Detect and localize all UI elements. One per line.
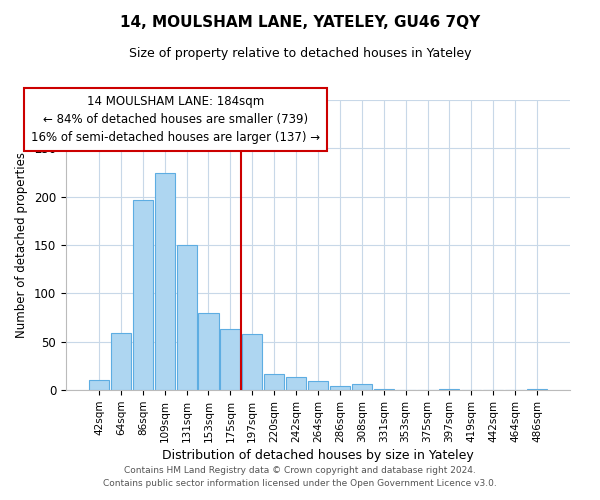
Bar	[199, 312, 218, 390]
Bar	[155, 174, 175, 390]
Text: Contains HM Land Registry data © Crown copyright and database right 2024.
Contai: Contains HM Land Registry data © Crown c…	[103, 466, 497, 487]
Bar	[89, 380, 109, 390]
Bar	[439, 389, 460, 390]
Y-axis label: Number of detached properties: Number of detached properties	[16, 152, 28, 338]
X-axis label: Distribution of detached houses by size in Yateley: Distribution of detached houses by size …	[162, 449, 474, 462]
Bar	[264, 374, 284, 390]
Bar	[374, 389, 394, 390]
Bar	[220, 329, 241, 390]
Bar	[111, 333, 131, 390]
Bar	[176, 245, 197, 390]
Bar	[330, 386, 350, 390]
Bar	[286, 378, 306, 390]
Text: Size of property relative to detached houses in Yateley: Size of property relative to detached ho…	[129, 48, 471, 60]
Bar	[527, 389, 547, 390]
Text: 14 MOULSHAM LANE: 184sqm
← 84% of detached houses are smaller (739)
16% of semi-: 14 MOULSHAM LANE: 184sqm ← 84% of detach…	[31, 95, 320, 144]
Text: 14, MOULSHAM LANE, YATELEY, GU46 7QY: 14, MOULSHAM LANE, YATELEY, GU46 7QY	[120, 15, 480, 30]
Bar	[352, 384, 372, 390]
Bar	[133, 200, 153, 390]
Bar	[242, 334, 262, 390]
Bar	[308, 382, 328, 390]
